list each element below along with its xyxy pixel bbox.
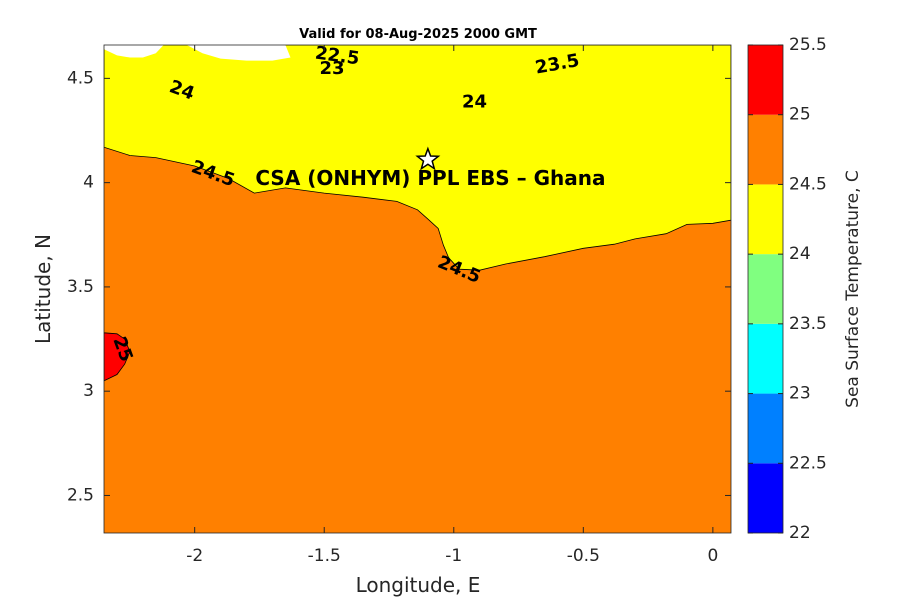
colorbar-tick-label: 25.5 [789,35,827,55]
colorbar-swatch [748,45,783,115]
colorbar-swatch [748,115,783,185]
colorbar-tick-label: 23 [789,384,811,404]
x-tick-label: 0 [707,546,718,566]
contour-label: 23 [319,58,344,79]
site-annotation: CSA (ONHYM) PPL EBS – Ghana [255,166,605,190]
x-tick-label: -0.5 [567,546,600,566]
colorbar-swatch [748,184,783,254]
y-tick-label: 2.5 [67,485,94,505]
x-axis-label: Longitude, E [356,573,481,597]
x-tick-label: -1 [445,546,462,566]
y-tick-label: 4.5 [67,68,94,88]
colorbar-swatch [748,254,783,324]
chart-title: Valid for 08-Aug-2025 2000 GMT [299,27,537,42]
colorbar-tick-label: 22.5 [789,453,827,473]
y-tick-label: 3.5 [67,277,94,297]
y-tick-label: 4 [83,173,94,193]
colorbar-tick-label: 24 [789,244,811,264]
chart-figure: Valid for 08-Aug-2025 2000 GMT 22.5 23 23.… [0,0,900,600]
colorbar-swatch [748,463,783,533]
colorbar-swatch [748,324,783,394]
colorbar-tick-label: 25 [789,105,811,125]
contour-label: 24 [462,91,487,112]
y-tick-label: 3 [83,381,94,401]
colorbar-label: Sea Surface Temperature, C [843,170,863,408]
colorbar-tick-label: 23.5 [789,314,827,334]
colorbar-tick-label: 22 [789,523,811,543]
colorbar-tick-label: 24.5 [789,174,827,194]
x-tick-label: -1.5 [308,546,341,566]
contour-chart: Valid for 08-Aug-2025 2000 GMT 22.5 23 23.… [0,0,900,600]
y-axis-label: Latitude, N [31,234,55,344]
x-tick-label: -2 [186,546,203,566]
colorbar-swatch [748,394,783,464]
